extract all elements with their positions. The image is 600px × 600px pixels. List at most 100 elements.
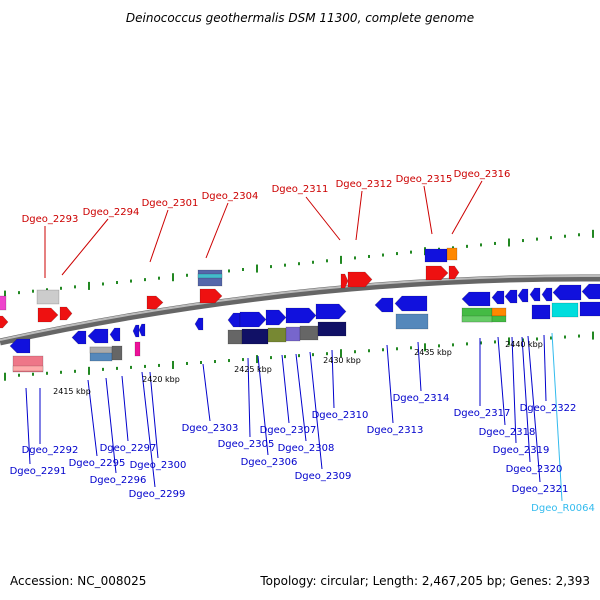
lower-tick bbox=[480, 341, 482, 345]
gene-label-bottom[interactable]: Dgeo_2313 bbox=[367, 425, 424, 436]
gene-feature bbox=[0, 295, 7, 311]
gene-label-bottom[interactable]: Dgeo_2297 bbox=[100, 443, 157, 454]
gene-label-bottom[interactable]: Dgeo_2299 bbox=[129, 489, 186, 500]
gene-label-bottom[interactable]: Dgeo_2317 bbox=[454, 408, 511, 419]
gene-label-top[interactable]: Dgeo_2304 bbox=[202, 191, 259, 202]
lower-tick bbox=[130, 365, 132, 369]
gene-label-bottom[interactable]: Dgeo_2307 bbox=[260, 425, 317, 436]
gene-label-top[interactable]: Dgeo_2315 bbox=[396, 174, 453, 185]
gene-label-bottom[interactable]: Dgeo_2319 bbox=[493, 445, 550, 456]
gene-feature bbox=[267, 327, 287, 343]
gene-forward bbox=[340, 273, 349, 289]
gene-label-top[interactable]: Dgeo_2311 bbox=[272, 184, 329, 195]
upper-tick bbox=[186, 273, 188, 277]
gene-reverse bbox=[239, 311, 267, 328]
gene-label-bottom[interactable]: Dgeo_2310 bbox=[312, 410, 369, 421]
gene-label-bottom[interactable]: Dgeo_2306 bbox=[241, 457, 298, 468]
lower-tick bbox=[186, 361, 188, 365]
gene-reverse bbox=[71, 330, 87, 345]
lower-tick bbox=[116, 366, 118, 370]
gene-feature bbox=[227, 329, 243, 345]
gene-reverse bbox=[132, 324, 140, 338]
genome-summary: Topology: circular; Length: 2,467,205 bp… bbox=[259, 574, 590, 588]
leader-top bbox=[355, 190, 363, 241]
lower-tick bbox=[46, 371, 48, 375]
lower-tick bbox=[200, 361, 202, 364]
lower-tick bbox=[438, 344, 440, 348]
gene-reverse bbox=[194, 317, 204, 331]
upper-tick bbox=[298, 262, 300, 266]
upper-tick bbox=[354, 256, 356, 260]
upper-tick bbox=[242, 267, 244, 271]
gene-label-bottom[interactable]: Dgeo_2295 bbox=[69, 458, 126, 469]
lower-tick bbox=[396, 347, 398, 351]
gene-reverse bbox=[581, 283, 600, 300]
upper-tick bbox=[158, 276, 160, 280]
leader-bottom bbox=[202, 363, 211, 422]
gene-reverse bbox=[517, 288, 529, 303]
leader-top bbox=[305, 196, 341, 241]
upper-tick bbox=[270, 265, 272, 269]
lower-tick bbox=[508, 337, 510, 346]
lower-tick bbox=[536, 337, 538, 341]
gene-reverse bbox=[529, 287, 541, 302]
gene-reverse bbox=[87, 328, 109, 344]
gene-label-bottom[interactable]: Dgeo_2314 bbox=[393, 393, 450, 404]
gene-feature bbox=[317, 321, 347, 337]
upper-tick bbox=[32, 289, 34, 293]
lower-tick bbox=[564, 335, 566, 339]
scale-tick-label: 2425 kbp bbox=[234, 365, 272, 374]
gene-feature bbox=[531, 304, 551, 320]
gene-label-bottom[interactable]: Dgeo_2308 bbox=[278, 443, 335, 454]
upper-tick bbox=[60, 286, 62, 290]
gene-feature bbox=[424, 248, 448, 263]
gene-feature bbox=[446, 247, 458, 261]
chromosome-backbone-highlight bbox=[0, 274, 600, 341]
leader-bottom bbox=[25, 387, 31, 465]
gene-label-bottom[interactable]: Dgeo_2318 bbox=[479, 427, 536, 438]
upper-tick bbox=[130, 279, 132, 283]
map-title: Deinococcus geothermalis DSM 11300, comp… bbox=[126, 11, 474, 25]
gene-label-bottom[interactable]: Dgeo_2322 bbox=[520, 403, 577, 414]
gene-label-top[interactable]: Dgeo_2293 bbox=[22, 214, 79, 225]
gene-feature bbox=[461, 315, 493, 323]
gene-label-top[interactable]: Dgeo_2316 bbox=[454, 169, 511, 180]
lower-tick bbox=[452, 343, 454, 347]
leader-bottom bbox=[281, 354, 290, 424]
gene-label-bottom[interactable]: Dgeo_2305 bbox=[218, 439, 275, 450]
lower-tick bbox=[256, 355, 258, 364]
gene-label-bottom[interactable]: Dgeo_2292 bbox=[22, 445, 79, 456]
gene-label-bottom[interactable]: Dgeo_2300 bbox=[130, 460, 187, 471]
lower-tick bbox=[74, 369, 76, 373]
gene-label-bottom[interactable]: Dgeo_2321 bbox=[512, 484, 569, 495]
gene-label-top[interactable]: Dgeo_2312 bbox=[336, 179, 393, 190]
gene-label-top[interactable]: Dgeo_2294 bbox=[83, 207, 140, 218]
lower-tick bbox=[522, 338, 524, 342]
gene-reverse bbox=[9, 338, 31, 354]
upper-tick bbox=[228, 269, 230, 273]
gene-label-rna[interactable]: Dgeo_R0064 bbox=[531, 503, 595, 514]
gene-label-bottom[interactable]: Dgeo_2320 bbox=[506, 464, 563, 475]
leader-bottom bbox=[527, 335, 541, 483]
leader-bottom bbox=[149, 371, 159, 459]
gene-forward bbox=[347, 271, 373, 288]
gene-feature bbox=[12, 365, 44, 372]
gene-label-bottom[interactable]: Dgeo_2309 bbox=[295, 471, 352, 482]
lower-tick bbox=[172, 360, 174, 369]
gene-label-bottom[interactable]: Dgeo_2296 bbox=[90, 475, 147, 486]
upper-tick bbox=[494, 241, 496, 245]
lower-tick bbox=[466, 342, 468, 346]
gene-reverse bbox=[374, 297, 394, 313]
upper-tick bbox=[480, 243, 482, 247]
gene-forward bbox=[37, 307, 59, 323]
gene-feature bbox=[285, 326, 301, 342]
gene-label-bottom[interactable]: Dgeo_2303 bbox=[182, 423, 239, 434]
gene-feature bbox=[241, 328, 269, 345]
gene-label-bottom[interactable]: Dgeo_2291 bbox=[10, 466, 67, 477]
gene-label-top[interactable]: Dgeo_2301 bbox=[142, 198, 199, 209]
label-leaders bbox=[25, 180, 563, 502]
gene-feature bbox=[111, 345, 123, 361]
lower-tick bbox=[382, 348, 384, 352]
scale-tick-label: 2420 kbp bbox=[142, 375, 180, 384]
gene-reverse bbox=[394, 295, 428, 312]
